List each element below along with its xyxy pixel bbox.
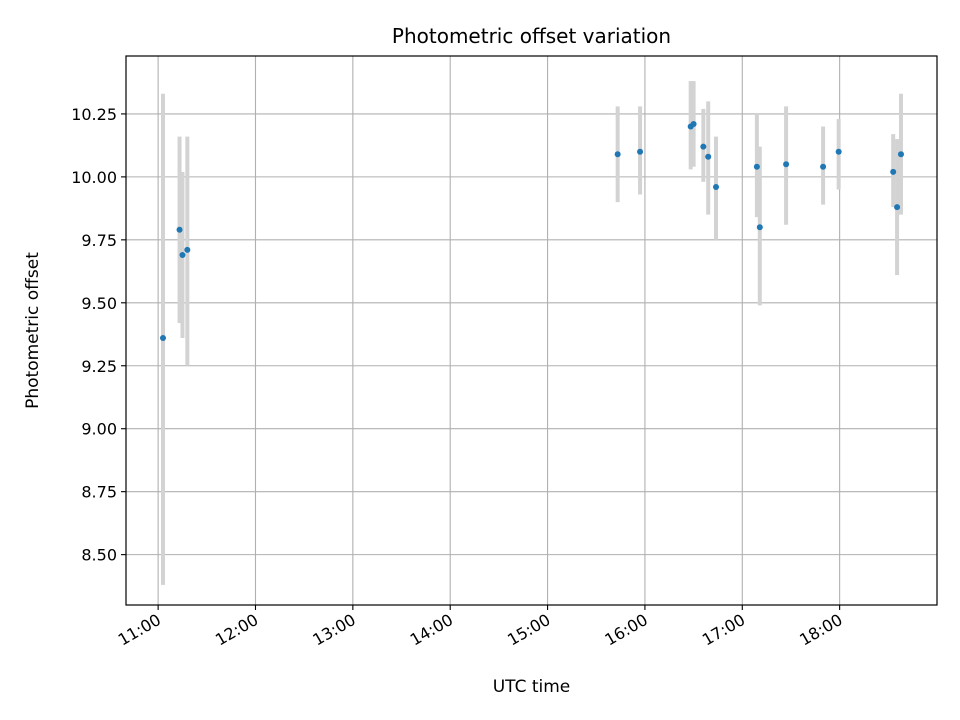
data-point	[637, 148, 644, 155]
y-tick-label: 8.50	[81, 546, 117, 565]
y-tick-label: 9.75	[81, 231, 117, 250]
data-point	[700, 143, 707, 150]
data-point	[179, 251, 186, 258]
data-point	[894, 204, 901, 211]
plot-area-frame	[125, 55, 938, 606]
data-point	[690, 120, 697, 127]
data-point	[756, 224, 763, 231]
y-tick-label: 9.25	[81, 357, 117, 376]
y-axis-title: Photometric offset	[23, 252, 43, 409]
data-point	[820, 163, 827, 170]
chart-title: Photometric offset variation	[392, 24, 671, 48]
y-axis-ticks: 8.50 8.75 9.00 9.25 9.50 9.75 10.00 10.25	[71, 105, 126, 565]
data-point	[184, 246, 191, 253]
data-point	[705, 153, 712, 160]
y-tick-label: 10.00	[71, 168, 117, 187]
data-point	[897, 151, 904, 158]
y-tick-label: 8.75	[81, 483, 117, 502]
y-tick-label: 9.00	[81, 420, 117, 439]
data-point	[176, 226, 183, 233]
data-point	[753, 163, 760, 170]
data-point	[159, 335, 166, 342]
data-points	[159, 120, 904, 342]
y-tick-label: 9.50	[81, 294, 117, 313]
data-point	[783, 161, 790, 168]
data-point	[835, 148, 842, 155]
data-point	[890, 168, 897, 175]
data-point	[712, 183, 719, 190]
x-axis-title: UTC time	[493, 677, 571, 697]
y-tick-label: 10.25	[71, 105, 117, 124]
grid	[126, 56, 937, 605]
data-point	[614, 151, 621, 158]
